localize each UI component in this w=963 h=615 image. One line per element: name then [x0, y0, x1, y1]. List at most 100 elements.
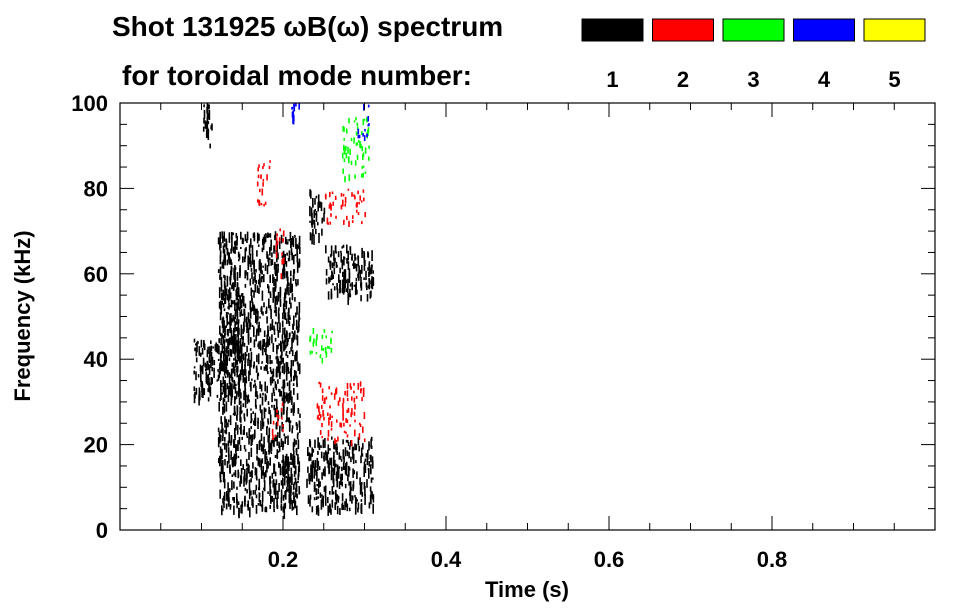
- spectrum-streak: [354, 160, 357, 166]
- spectrum-data: [193, 103, 375, 519]
- legend-label-3: 3: [747, 67, 759, 92]
- spectrum-streak: [334, 441, 336, 450]
- spectrum-streak: [248, 436, 250, 445]
- spectrum-streak: [354, 495, 356, 498]
- spectrum-streak: [359, 195, 361, 201]
- spectrum-streak: [282, 405, 285, 415]
- spectrum-streak: [331, 191, 334, 194]
- spectrum-streak: [261, 247, 264, 253]
- spectrum-streak: [271, 404, 273, 408]
- spectrum-streak: [237, 442, 240, 445]
- spectrum-streak: [273, 310, 276, 313]
- spectrum-streak: [295, 481, 298, 485]
- spectrum-streak: [357, 507, 359, 513]
- spectrum-streak: [273, 277, 275, 287]
- spectrum-streak: [358, 134, 361, 139]
- spectrum-streak: [254, 417, 257, 426]
- spectrum-streak: [227, 252, 230, 261]
- spectrum-streak: [248, 451, 250, 460]
- spectrum-streak: [314, 198, 316, 205]
- spectrum-streak: [346, 130, 348, 134]
- spectrum-streak: [205, 371, 208, 383]
- spectrum-streak: [285, 454, 288, 463]
- spectrum-streak: [230, 435, 233, 443]
- spectrum-streak: [265, 341, 268, 348]
- spectrum-streak: [275, 479, 278, 485]
- spectrum-streak: [286, 241, 289, 245]
- spectrum-streak: [253, 264, 255, 275]
- spectrum-streak: [366, 453, 368, 458]
- spectrum-streak: [225, 419, 228, 423]
- spectrum-streak: [280, 408, 283, 419]
- spectrum-streak: [244, 303, 247, 309]
- spectrum-streak: [334, 257, 336, 263]
- spectrum-streak: [233, 334, 236, 342]
- spectrum-streak: [223, 398, 226, 402]
- spectrum-streak: [246, 272, 249, 281]
- spectrum-streak: [214, 344, 217, 351]
- spectrum-streak: [357, 382, 360, 390]
- spectrum-streak: [324, 438, 326, 448]
- spectrum-streak: [293, 315, 295, 327]
- spectrum-streak: [287, 257, 290, 262]
- spectrum-streak: [348, 465, 350, 474]
- spectrum-streak: [309, 439, 311, 447]
- spectrum-streak: [321, 388, 324, 394]
- spectrum-streak: [255, 494, 258, 499]
- spectrum-streak: [274, 337, 277, 342]
- spectrum-streak: [276, 497, 278, 509]
- spectrum-streak: [225, 364, 227, 371]
- spectrum-streak: [253, 276, 255, 281]
- spectrum-streak: [372, 270, 374, 274]
- spectrum-streak: [238, 385, 240, 393]
- spectrum-streak: [330, 428, 333, 431]
- spectrum-streak: [286, 271, 289, 281]
- spectrum-streak: [275, 251, 278, 259]
- spectrum-streak: [247, 394, 250, 402]
- spectrum-streak: [367, 285, 369, 289]
- spectrum-streak: [282, 477, 284, 486]
- spectrum-streak: [262, 265, 264, 268]
- spectrum-streak: [276, 366, 278, 378]
- spectrum-streak: [247, 263, 250, 270]
- spectrum-streak: [349, 383, 352, 388]
- spectrum-streak: [297, 480, 299, 483]
- spectrum-streak: [277, 379, 279, 384]
- spectrum-streak: [320, 202, 323, 212]
- spectrum-streak: [237, 501, 240, 505]
- spectrum-streak: [271, 375, 274, 378]
- spectrum-streak: [250, 413, 253, 423]
- spectrum-streak: [309, 453, 312, 461]
- spectrum-streak: [283, 297, 286, 307]
- spectrum-streak: [367, 129, 369, 137]
- spectrum-streak: [228, 375, 231, 384]
- spectrum-streak: [309, 220, 311, 223]
- spectrum-streak: [332, 201, 334, 206]
- spectrum-streak: [327, 222, 329, 225]
- spectrum-streak: [353, 411, 356, 416]
- spectrum-streak: [370, 436, 373, 442]
- spectrum-streak: [262, 166, 264, 169]
- spectrum-streak: [329, 413, 331, 421]
- spectrum-streak: [221, 317, 224, 329]
- spectrum-streak: [343, 138, 345, 141]
- spectrum-streak: [237, 455, 240, 458]
- spectrum-streak: [251, 496, 253, 506]
- spectrum-streak: [236, 326, 238, 332]
- spectrum-streak: [256, 250, 258, 257]
- spectrum-streak: [368, 156, 370, 161]
- spectrum-streak: [268, 336, 271, 346]
- spectrum-streak: [263, 339, 265, 347]
- spectrum-streak: [354, 506, 357, 515]
- spectrum-streak: [332, 283, 334, 286]
- spectrum-streak: [227, 369, 229, 376]
- spectrum-streak: [306, 478, 308, 488]
- spectrum-streak: [286, 409, 288, 414]
- spectrum-streak: [293, 455, 296, 463]
- spectrum-streak: [227, 338, 229, 349]
- spectrum-streak: [309, 189, 311, 197]
- spectrum-streak: [356, 209, 358, 213]
- spectrum-streak: [293, 388, 295, 395]
- spectrum-streak: [319, 355, 322, 359]
- spectrum-streak: [286, 354, 289, 358]
